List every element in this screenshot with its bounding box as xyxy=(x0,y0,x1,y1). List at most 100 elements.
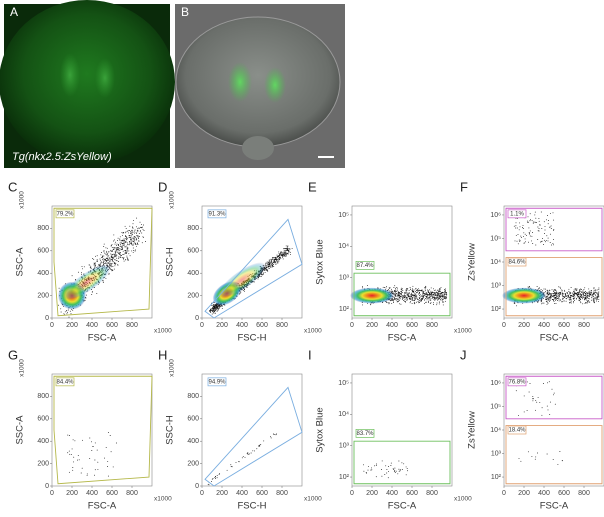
event-dot xyxy=(537,452,538,454)
event-dot xyxy=(268,267,270,269)
event-dot xyxy=(131,230,133,232)
y-tick-label: 10² xyxy=(491,306,502,313)
event-dot xyxy=(410,296,412,298)
event-dot xyxy=(102,256,104,258)
x-tick-label: 400 xyxy=(86,490,98,497)
event-dot xyxy=(120,242,122,244)
event-dot xyxy=(265,265,267,267)
event-dot xyxy=(582,290,584,292)
gate-label-box xyxy=(207,209,227,219)
event-dot xyxy=(515,222,517,224)
event-dot xyxy=(219,305,221,307)
event-dot xyxy=(398,460,400,462)
event-dot xyxy=(579,301,581,303)
event-dot xyxy=(395,287,397,289)
event-dot xyxy=(80,472,82,474)
event-dot xyxy=(278,254,279,256)
event-dot xyxy=(572,294,574,296)
event-dot xyxy=(219,307,220,309)
event-dot xyxy=(426,297,428,299)
event-dot xyxy=(537,396,539,398)
event-dot xyxy=(553,394,554,396)
event-dot xyxy=(526,381,528,383)
event-dot xyxy=(413,297,415,299)
event-dot xyxy=(591,297,593,299)
event-dot xyxy=(559,286,561,288)
event-dot xyxy=(437,289,439,291)
event-dot xyxy=(402,290,404,291)
y-multiplier: x1000 xyxy=(19,191,26,209)
x-tick-label: 0 xyxy=(502,490,506,497)
gate xyxy=(53,375,153,485)
event-dot xyxy=(430,287,432,289)
event-dot xyxy=(418,296,420,298)
event-dot xyxy=(136,234,138,236)
event-dot xyxy=(576,297,577,299)
event-dot xyxy=(593,299,595,301)
event-dot xyxy=(394,470,396,472)
event-dot xyxy=(114,263,116,265)
event-dot xyxy=(130,231,132,233)
event-dot xyxy=(545,219,547,221)
event-dot xyxy=(103,262,105,264)
event-dot xyxy=(435,299,436,301)
event-dot xyxy=(283,254,285,256)
x-tick-label: 800 xyxy=(578,322,590,329)
event-dot xyxy=(69,310,71,312)
event-dot xyxy=(269,262,271,264)
event-dot xyxy=(274,262,276,264)
event-dot xyxy=(547,220,549,221)
event-dot xyxy=(396,287,398,289)
event-dot xyxy=(131,226,133,228)
event-dot xyxy=(117,251,119,253)
event-dot xyxy=(574,296,576,298)
event-dot xyxy=(226,469,228,471)
event-dot xyxy=(597,294,599,295)
event-dot xyxy=(111,270,113,272)
event-dot xyxy=(415,292,417,293)
x-axis-label: FSC-H xyxy=(237,501,266,512)
event-dot xyxy=(91,450,93,451)
event-dot xyxy=(136,232,138,234)
event-dot xyxy=(215,308,217,310)
event-dot xyxy=(406,468,408,470)
event-dot xyxy=(552,291,554,292)
event-dot xyxy=(582,298,584,300)
event-dot xyxy=(570,300,572,302)
event-dot xyxy=(536,401,538,403)
event-dot xyxy=(438,296,440,298)
gate-label: 83.7% xyxy=(356,431,374,437)
event-dot xyxy=(104,457,105,459)
event-dot xyxy=(546,301,548,303)
event-dot xyxy=(114,265,116,267)
event-dot xyxy=(93,264,95,266)
event-dot xyxy=(555,297,557,298)
event-dot xyxy=(83,266,85,268)
event-dot xyxy=(438,289,440,291)
event-dot xyxy=(67,311,68,313)
y-tick-label: 200 xyxy=(187,460,199,467)
event-dot xyxy=(560,289,562,291)
event-dot xyxy=(93,262,95,264)
event-dot xyxy=(406,289,408,291)
event-dot xyxy=(274,257,276,259)
event-dot xyxy=(438,303,440,305)
event-dot xyxy=(369,304,371,306)
event-dot xyxy=(113,261,114,263)
event-dot xyxy=(429,289,430,291)
event-dot xyxy=(551,298,553,300)
event-dot xyxy=(118,245,119,247)
event-dot xyxy=(546,292,548,294)
event-dot xyxy=(529,213,531,215)
event-dot xyxy=(129,232,131,234)
x-tick-label: 400 xyxy=(236,490,248,497)
event-dot xyxy=(404,299,406,301)
event-dot xyxy=(540,241,542,243)
event-dot xyxy=(102,258,104,260)
event-dot xyxy=(428,294,430,296)
event-dot xyxy=(443,292,444,294)
event-dot xyxy=(546,303,548,305)
event-dot xyxy=(106,254,108,256)
event-dot xyxy=(439,291,441,292)
event-dot xyxy=(143,236,145,238)
